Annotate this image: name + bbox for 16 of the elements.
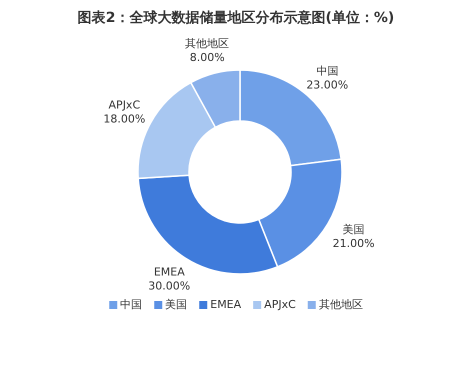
- legend-label: 美国: [165, 298, 188, 311]
- data-label: 21.00%: [332, 237, 375, 250]
- data-label: 18.00%: [103, 112, 146, 126]
- legend-label: 其他地区: [318, 298, 363, 311]
- slice-label: 中国: [316, 64, 338, 78]
- legend-label: APJxC: [264, 298, 296, 311]
- data-label: 8.00%: [190, 50, 225, 64]
- slice-label: EMEA: [154, 265, 186, 278]
- legend-label: 中国: [120, 298, 142, 311]
- slice-label: APJxC: [108, 98, 140, 112]
- chart-title: 图表2：全球大数据储量地区分布示意图(单位：%): [78, 9, 394, 26]
- data-label: 30.00%: [148, 279, 190, 292]
- legend-label: EMEA: [210, 298, 242, 311]
- slice-label: 美国: [342, 223, 365, 236]
- slice-label: 其他地区: [185, 36, 230, 50]
- data-label: 23.00%: [306, 78, 348, 92]
